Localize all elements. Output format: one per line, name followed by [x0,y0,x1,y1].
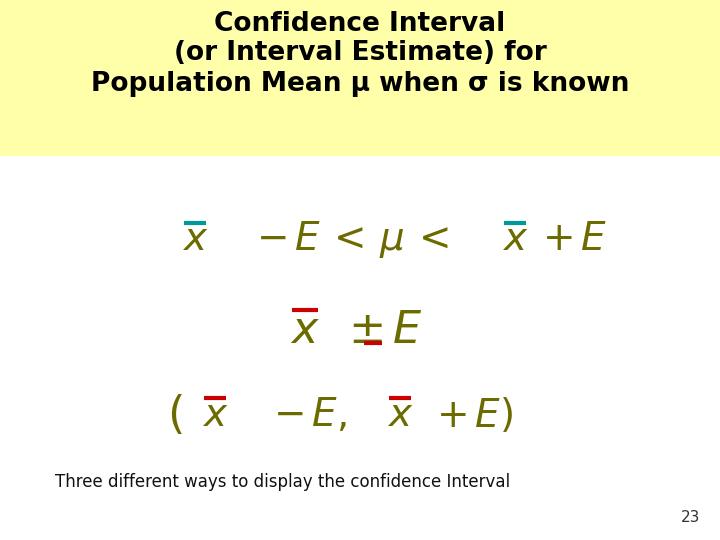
Bar [0,0,720,155]
Text: $+\,E)$: $+\,E)$ [436,395,513,435]
Text: $-\,E\,<\,\mu\,<$: $-\,E\,<\,\mu\,<$ [256,219,449,260]
Text: Three different ways to display the confidence Interval: Three different ways to display the conf… [55,473,510,491]
Text: 23: 23 [680,510,700,525]
Text: (or Interval Estimate) for: (or Interval Estimate) for [174,40,546,66]
Text: $+\,E$: $+\,E$ [542,221,608,259]
Text: $\pm\,E$: $\pm\,E$ [348,308,422,352]
Text: Population Mean μ when σ is known: Population Mean μ when σ is known [91,71,629,97]
Text: Confidence Interval: Confidence Interval [215,11,505,37]
Text: $x$: $x$ [202,396,228,434]
Text: $-\,E,$: $-\,E,$ [273,396,347,434]
Text: $x$: $x$ [502,221,528,259]
Text: $x$: $x$ [290,308,320,352]
Text: $x$: $x$ [182,221,208,259]
Text: $($: $($ [167,393,183,437]
Text: $x$: $x$ [387,396,413,434]
